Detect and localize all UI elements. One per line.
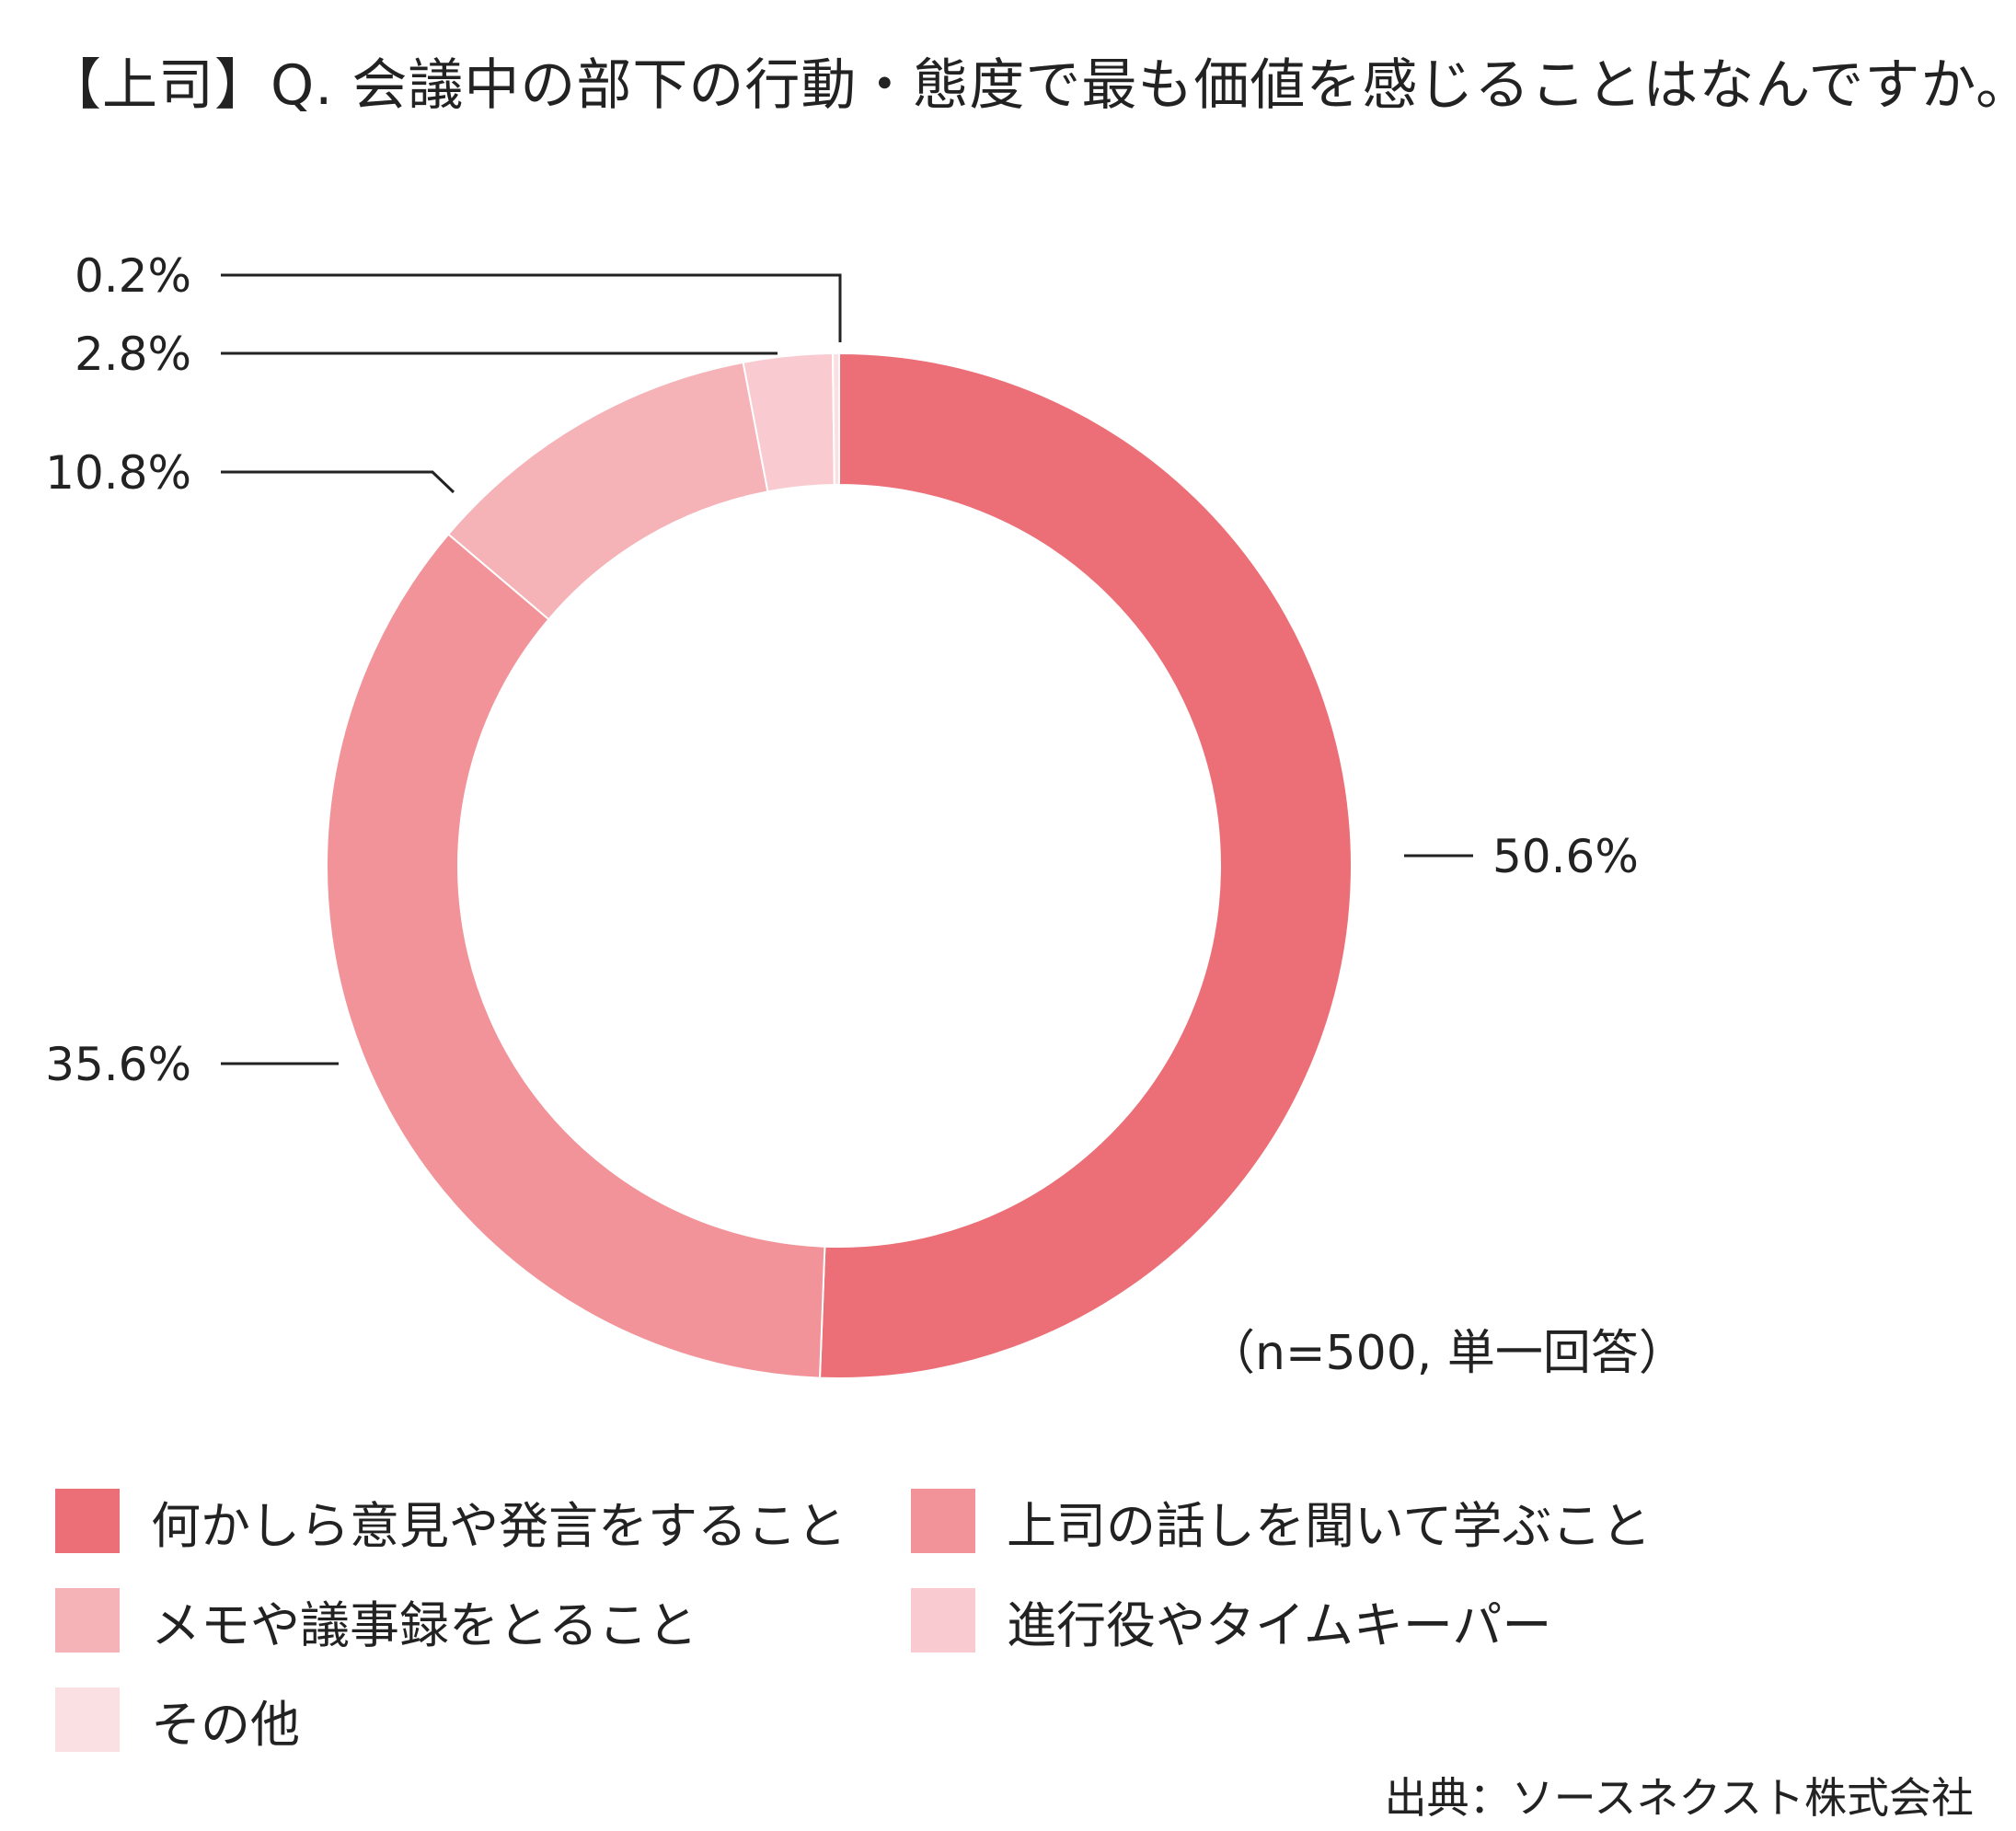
legend-item-4: 進行役やタイムキーパー bbox=[911, 1588, 1551, 1654]
legend-item-3: メモや議事録をとること bbox=[55, 1588, 697, 1654]
legend-swatch bbox=[911, 1489, 975, 1553]
value-label-4: 2.8% bbox=[75, 328, 191, 381]
donut-slice-2 bbox=[326, 533, 826, 1379]
leader-line-5 bbox=[221, 273, 842, 342]
chart-title: 【上司】Q. 会議中の部下の行動・態度で最も価値を感じることはなんですか。 bbox=[46, 53, 2016, 118]
donut-slices bbox=[326, 351, 1354, 1379]
leader-lines bbox=[221, 273, 1473, 1065]
value-labels: 50.6% 35.6% 10.8% 2.8% 0.2% bbox=[45, 249, 1639, 1091]
legend-item-2: 上司の話しを聞いて学ぶこと bbox=[911, 1489, 1651, 1555]
legend-label: メモや議事録をとること bbox=[151, 1595, 697, 1654]
value-label-3: 10.8% bbox=[45, 446, 191, 500]
legend-item-5: その他 bbox=[55, 1687, 300, 1754]
legend-swatch bbox=[911, 1588, 975, 1653]
source-credit: 出典：ソースネクスト株式会社 bbox=[1384, 1773, 1974, 1823]
value-label-1: 50.6% bbox=[1492, 830, 1639, 883]
legend-label: 上司の話しを聞いて学ぶこと bbox=[1007, 1496, 1652, 1555]
legend-label: 進行役やタイムキーパー bbox=[1007, 1595, 1552, 1654]
legend-swatch bbox=[55, 1489, 120, 1553]
legend-item-1: 何かしら意見や発言をすること bbox=[55, 1489, 847, 1555]
leader-line-3 bbox=[221, 470, 455, 494]
legend-label: その他 bbox=[151, 1695, 300, 1754]
legend: 何かしら意見や発言をすること 上司の話しを聞いて学ぶことメモや議事録をとること 進行… bbox=[55, 1489, 1803, 1792]
legend-swatch bbox=[55, 1588, 120, 1653]
donut-slice-5 bbox=[831, 351, 840, 487]
donut-slice-1 bbox=[818, 351, 1354, 1379]
value-label-2: 35.6% bbox=[45, 1038, 191, 1091]
sample-size-note: （n=500, 単一回答） bbox=[1207, 1326, 1687, 1381]
legend-label: 何かしら意見や発言をすること bbox=[151, 1496, 847, 1555]
value-label-5: 0.2% bbox=[75, 249, 191, 303]
legend-swatch bbox=[55, 1687, 120, 1752]
